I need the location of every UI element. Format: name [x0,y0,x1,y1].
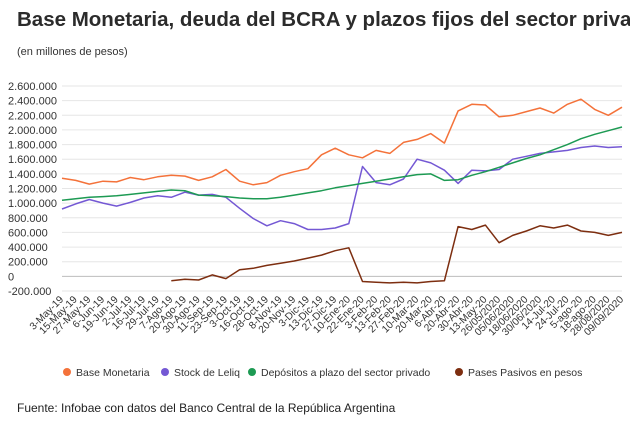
y-tick-label: 1.400.000 [8,169,57,181]
grid [62,85,622,292]
legend-marker [455,368,463,376]
legend-label: Depósitos a plazo del sector privado [261,367,430,379]
source-note: Fuente: Infobae con datos del Banco Cent… [17,401,396,415]
y-tick-label: 2.400.000 [8,96,57,108]
legend-label: Pases Pasivos en pesos [468,367,582,379]
series-line-stock-de-leliq [61,145,623,231]
y-tick-label: -200.000 [8,286,51,298]
series-line-pases-pasivos-en-pesos [171,224,623,284]
legend-label: Stock de Leliq [174,367,240,379]
y-tick-label: 2.200.000 [8,110,57,122]
y-tick-label: 2.600.000 [8,81,57,93]
series-lines [61,98,623,284]
x-axis: 3-May-1915-May-1927-May-196-Jun-1919-Jun… [28,294,626,338]
legend-marker [248,368,256,376]
legend: Base Monetaria Stock de Leliq Depósitos a … [63,367,582,379]
chart-subtitle: (en millones de pesos) [17,46,128,58]
y-tick-label: 800.000 [8,213,48,225]
legend-marker [161,368,169,376]
y-tick-label: 1.800.000 [8,140,57,152]
series-line-base-monetaria [61,98,623,186]
legend-marker [63,368,71,376]
y-tick-label: 200.000 [8,257,48,269]
y-tick-label: 2.000.000 [8,125,57,137]
y-tick-label: 400.000 [8,242,48,254]
y-tick-label: 0 [8,271,14,283]
y-tick-label: 1.200.000 [8,184,57,196]
legend-label: Base Monetaria [76,367,150,379]
y-tick-label: 1.000.000 [8,198,57,210]
y-axis: 2.600.000 2.400.000 2.200.000 2.000.000 1.80… [8,81,57,298]
y-tick-label: 1.600.000 [8,154,57,166]
series-line-depositos-a-plazo-del-sector-privado [61,126,623,201]
y-tick-label: 600.000 [8,227,48,239]
chart-title: Base Monetaria, deuda del BCRA y plazos … [17,8,630,31]
